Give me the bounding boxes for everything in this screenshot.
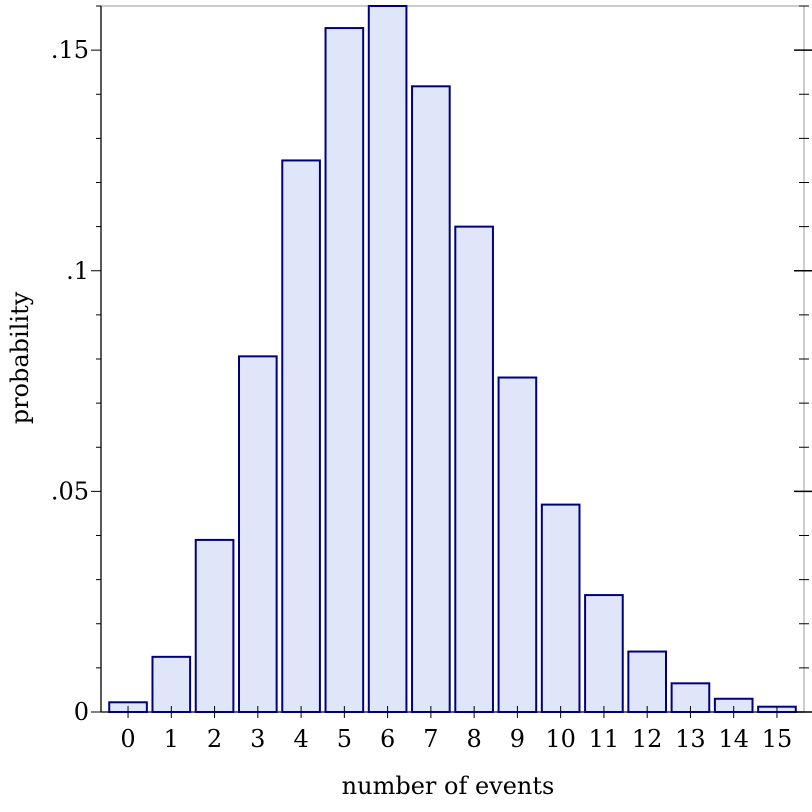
y-tick-label: .05 <box>51 477 89 505</box>
y-axis-label: probability <box>6 291 34 424</box>
bar-5 <box>324 27 365 714</box>
bar-12 <box>627 650 667 713</box>
x-tick-label-12: 12 <box>632 725 663 753</box>
x-tick-label-9: 9 <box>510 725 525 753</box>
x-tick-label-7: 7 <box>423 725 438 753</box>
x-tick-label-13: 13 <box>675 725 706 753</box>
bars <box>108 5 797 714</box>
x-tick-label-4: 4 <box>293 725 308 753</box>
x-axis-label: number of events <box>342 772 555 800</box>
x-tick-label-6: 6 <box>380 725 395 753</box>
y-tick-label: 0 <box>74 698 89 726</box>
x-tick-label-5: 5 <box>337 725 352 753</box>
x-tick-label-1: 1 <box>164 725 179 753</box>
bar-4 <box>281 159 321 713</box>
bar-1 <box>151 655 192 714</box>
x-axis-ticks: 0 1 2 3 4 5 6 7 8 9 10 11 12 13 14 15 <box>120 706 792 753</box>
x-tick-label-10: 10 <box>545 725 576 753</box>
x-tick-label-8: 8 <box>466 725 481 753</box>
x-tick-label-3: 3 <box>250 725 265 753</box>
bar-3 <box>238 355 278 713</box>
bar-9 <box>497 376 538 713</box>
bar-8 <box>454 225 494 714</box>
x-tick-label-0: 0 <box>120 725 135 753</box>
x-tick-label-11: 11 <box>589 725 620 753</box>
bar-7 <box>411 85 451 713</box>
y-axis-ticks: 0 .05 .1 .15 <box>51 5 812 726</box>
y-tick-label: .15 <box>51 36 89 64</box>
x-tick-label-14: 14 <box>718 725 749 753</box>
x-tick-label-15: 15 <box>762 725 793 753</box>
y-tick-label: .1 <box>66 257 89 285</box>
bar-11 <box>584 594 624 714</box>
bar-6 <box>367 5 408 713</box>
x-tick-label-2: 2 <box>207 725 222 753</box>
bar-2 <box>194 538 235 713</box>
bar-10 <box>540 503 581 713</box>
